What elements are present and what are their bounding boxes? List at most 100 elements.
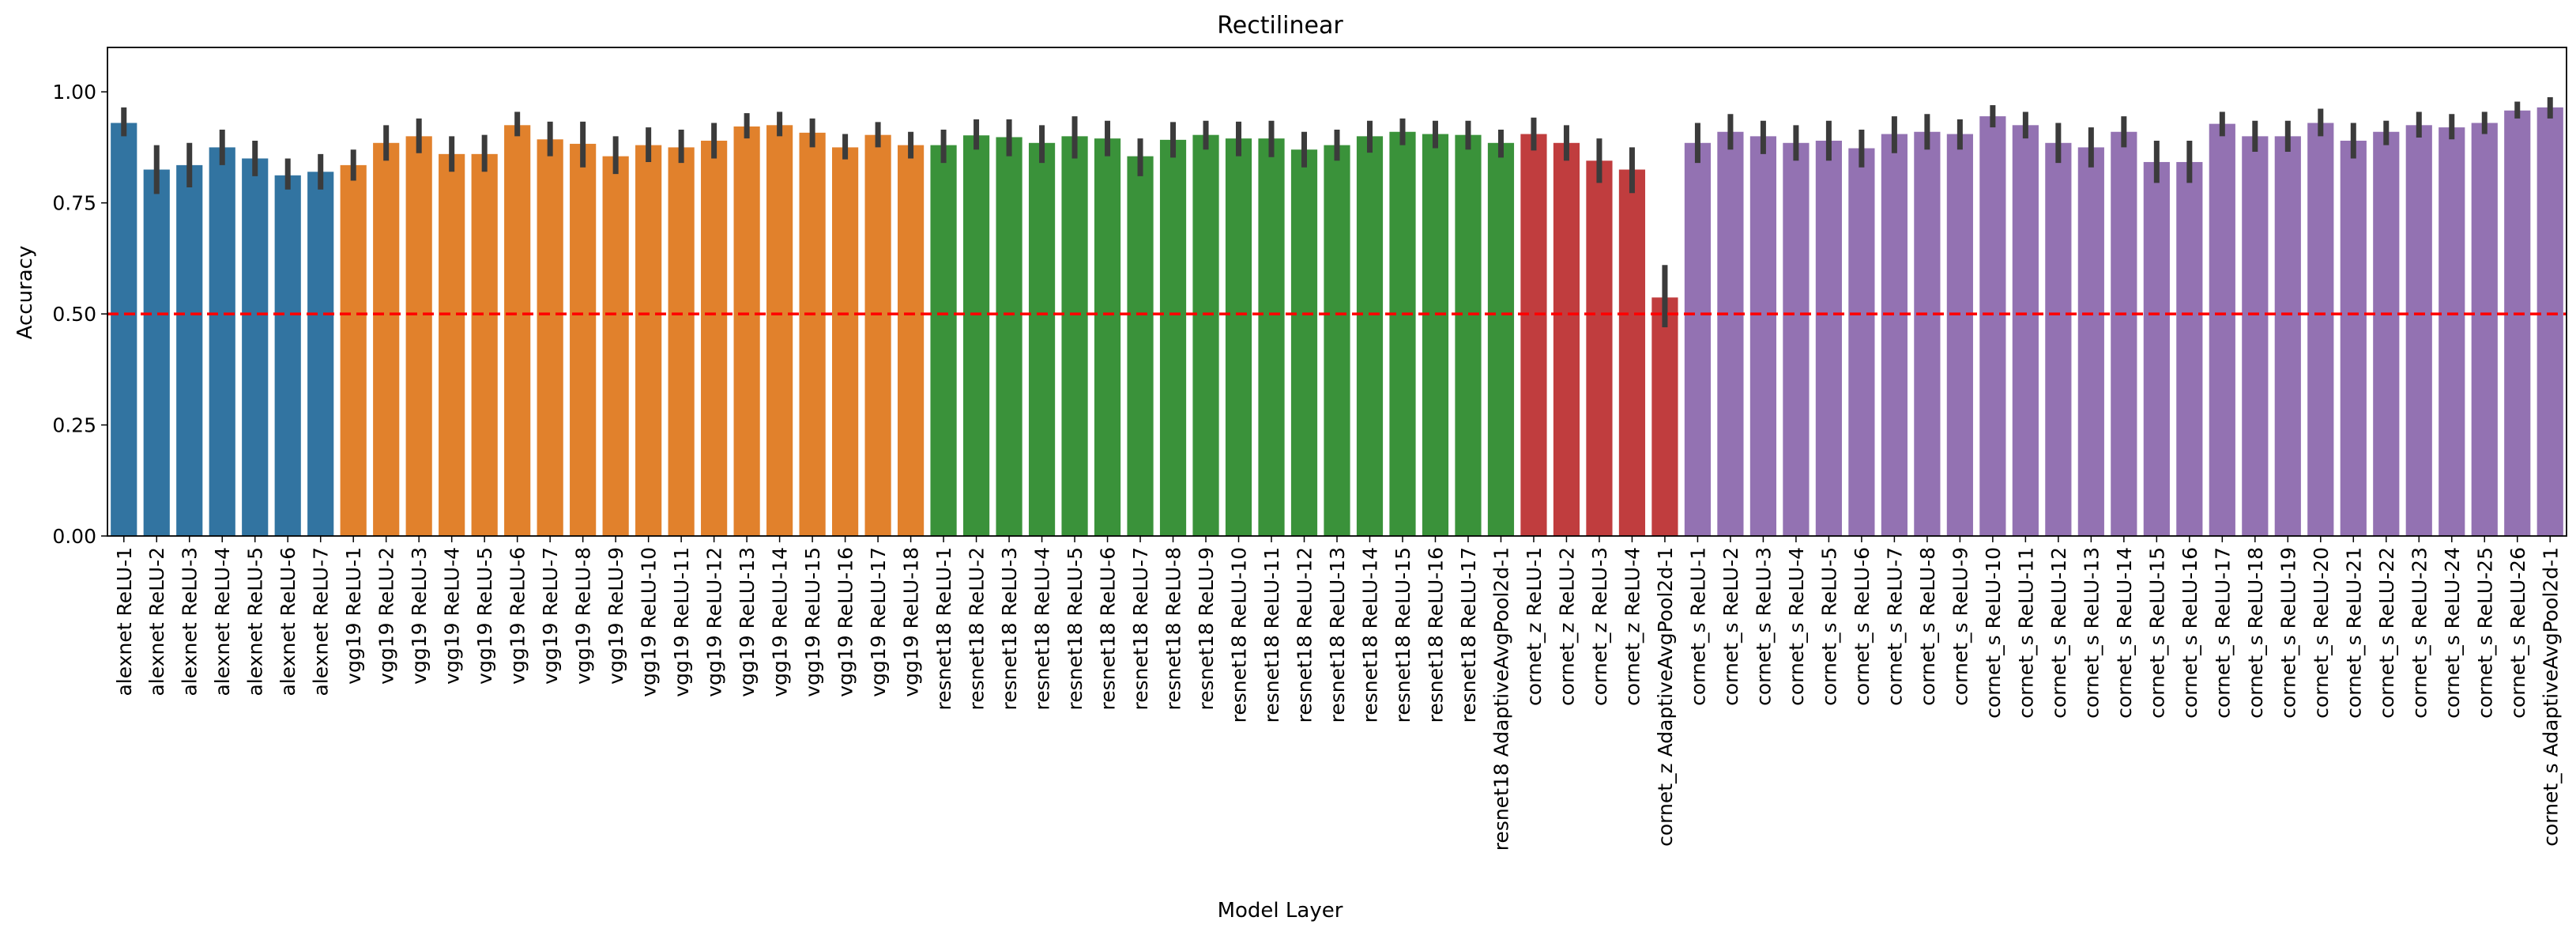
x-tick-label: resnet18 ReLU-12 <box>1294 547 1316 723</box>
x-tick-label: alexnet ReLU-3 <box>179 547 201 696</box>
x-tick-label: cornet_s ReLU-4 <box>1785 547 1808 706</box>
bar <box>2012 125 2039 536</box>
bar <box>897 145 925 536</box>
y-tick-label: 0.00 <box>52 525 96 548</box>
bar <box>864 134 891 536</box>
x-tick-label: cornet_z ReLU-1 <box>1523 547 1546 706</box>
x-tick-label: vgg19 ReLU-11 <box>670 547 693 697</box>
x-tick-label: resnet18 ReLU-4 <box>1031 547 1054 710</box>
bar <box>2077 147 2104 536</box>
x-tick-label: vgg19 ReLU-3 <box>408 547 431 685</box>
bar <box>1324 145 1350 536</box>
bar <box>373 142 400 537</box>
bar <box>242 158 269 536</box>
x-tick-label: cornet_s ReLU-21 <box>2342 547 2365 719</box>
x-tick-label: vgg19 ReLU-2 <box>375 547 398 685</box>
bar <box>209 147 235 536</box>
y-tick-label: 1.00 <box>52 81 96 104</box>
x-tick-label: vgg19 ReLU-5 <box>473 547 496 685</box>
bar <box>668 147 695 536</box>
bar <box>2439 127 2465 536</box>
x-tick-label: alexnet ReLU-1 <box>113 547 136 696</box>
bar <box>1749 136 1777 537</box>
x-tick-label: cornet_s ReLU-15 <box>2145 547 2168 719</box>
bar <box>2111 131 2137 536</box>
bar <box>340 164 367 536</box>
x-tick-label: vgg19 ReLU-7 <box>539 547 562 685</box>
bar <box>701 140 728 537</box>
bar <box>537 139 563 537</box>
x-tick-label: cornet_s ReLU-14 <box>2113 547 2136 719</box>
x-tick-label: resnet18 ReLU-15 <box>1392 547 1414 723</box>
bar <box>1848 148 1875 536</box>
x-tick-label: resnet18 ReLU-5 <box>1064 547 1087 710</box>
x-tick-label: vgg19 ReLU-16 <box>834 547 857 697</box>
x-tick-label: cornet_s ReLU-25 <box>2473 547 2496 719</box>
bar <box>1028 142 1056 537</box>
x-tick-label: resnet18 ReLU-6 <box>1097 547 1120 710</box>
bar <box>1618 169 1646 536</box>
x-tick-label: cornet_s ReLU-11 <box>2014 547 2037 719</box>
bar <box>1127 156 1154 536</box>
x-tick-label: resnet18 ReLU-3 <box>998 547 1021 710</box>
bar <box>1979 116 2006 536</box>
plot-area: alexnet ReLU-1 alexnet ReLU-2 alexnet ReLU… <box>52 47 2567 851</box>
x-tick-label: vgg19 ReLU-4 <box>441 547 464 685</box>
bar <box>2045 142 2072 537</box>
x-tick-label: vgg19 ReLU-18 <box>900 547 923 697</box>
y-tick-label: 0.25 <box>52 414 96 437</box>
bar <box>1356 136 1384 537</box>
bar <box>1586 160 1613 536</box>
bar <box>1914 131 1941 536</box>
x-tick-label: vgg19 ReLU-9 <box>604 547 627 685</box>
x-tick-label: cornet_s ReLU-7 <box>1883 547 1906 706</box>
bar <box>766 125 793 536</box>
x-tick-label: vgg19 ReLU-17 <box>867 547 890 697</box>
bar <box>1815 140 1842 537</box>
bar <box>1783 142 1810 537</box>
bar <box>635 145 662 536</box>
chart-title: Rectilinear <box>1217 12 1343 40</box>
x-tick-label: cornet_s ReLU-26 <box>2506 547 2529 719</box>
x-tick-label: cornet_z ReLU-3 <box>1588 547 1611 706</box>
x-tick-label: cornet_s ReLU-20 <box>2310 547 2333 719</box>
x-tick-label: resnet18 ReLU-2 <box>966 547 989 710</box>
x-tick-label: cornet_s ReLU-1 <box>1686 547 1709 706</box>
x-tick-label: vgg19 ReLU-12 <box>703 547 726 697</box>
bar <box>1881 134 1908 537</box>
bar <box>1389 131 1416 536</box>
bar <box>1684 142 1712 537</box>
x-tick-label: cornet_s ReLU-18 <box>2244 547 2267 719</box>
x-tick-label: vgg19 ReLU-1 <box>342 547 365 685</box>
x-tick-label: vgg19 ReLU-15 <box>801 547 824 697</box>
bar <box>1290 149 1318 536</box>
bar <box>832 147 859 536</box>
x-tick-label: cornet_s ReLU-13 <box>2080 547 2103 719</box>
bar <box>471 153 498 536</box>
bar <box>504 125 531 536</box>
x-tick-label: alexnet ReLU-6 <box>277 547 299 696</box>
x-tick-label: resnet18 AdaptiveAvgPool2d-1 <box>1489 547 1512 851</box>
y-tick-label: 0.50 <box>52 303 96 326</box>
x-tick-label: cornet_s ReLU-22 <box>2375 547 2398 719</box>
bar <box>799 132 826 536</box>
bar <box>570 143 597 536</box>
x-tick-label: vgg19 ReLU-14 <box>769 547 792 697</box>
bar <box>1258 138 1285 537</box>
x-tick-label: cornet_s ReLU-16 <box>2179 547 2201 719</box>
x-tick-label: vgg19 ReLU-8 <box>572 547 595 685</box>
bar <box>143 169 170 536</box>
bar <box>1946 134 1973 537</box>
bar <box>2504 110 2531 536</box>
x-tick-label: resnet18 ReLU-9 <box>1195 547 1218 710</box>
x-tick-label: resnet18 ReLU-13 <box>1326 547 1349 723</box>
bar <box>1159 139 1187 537</box>
x-tick-label: cornet_z ReLU-2 <box>1555 547 1578 706</box>
x-tick-label: cornet_s ReLU-9 <box>1949 547 1972 706</box>
bar <box>1717 131 1744 536</box>
bar <box>2373 131 2400 536</box>
x-tick-label: alexnet ReLU-2 <box>145 547 168 696</box>
x-tick-label: cornet_s AdaptiveAvgPool2d-1 <box>2539 547 2562 847</box>
x-tick-label: cornet_s ReLU-6 <box>1851 547 1874 706</box>
